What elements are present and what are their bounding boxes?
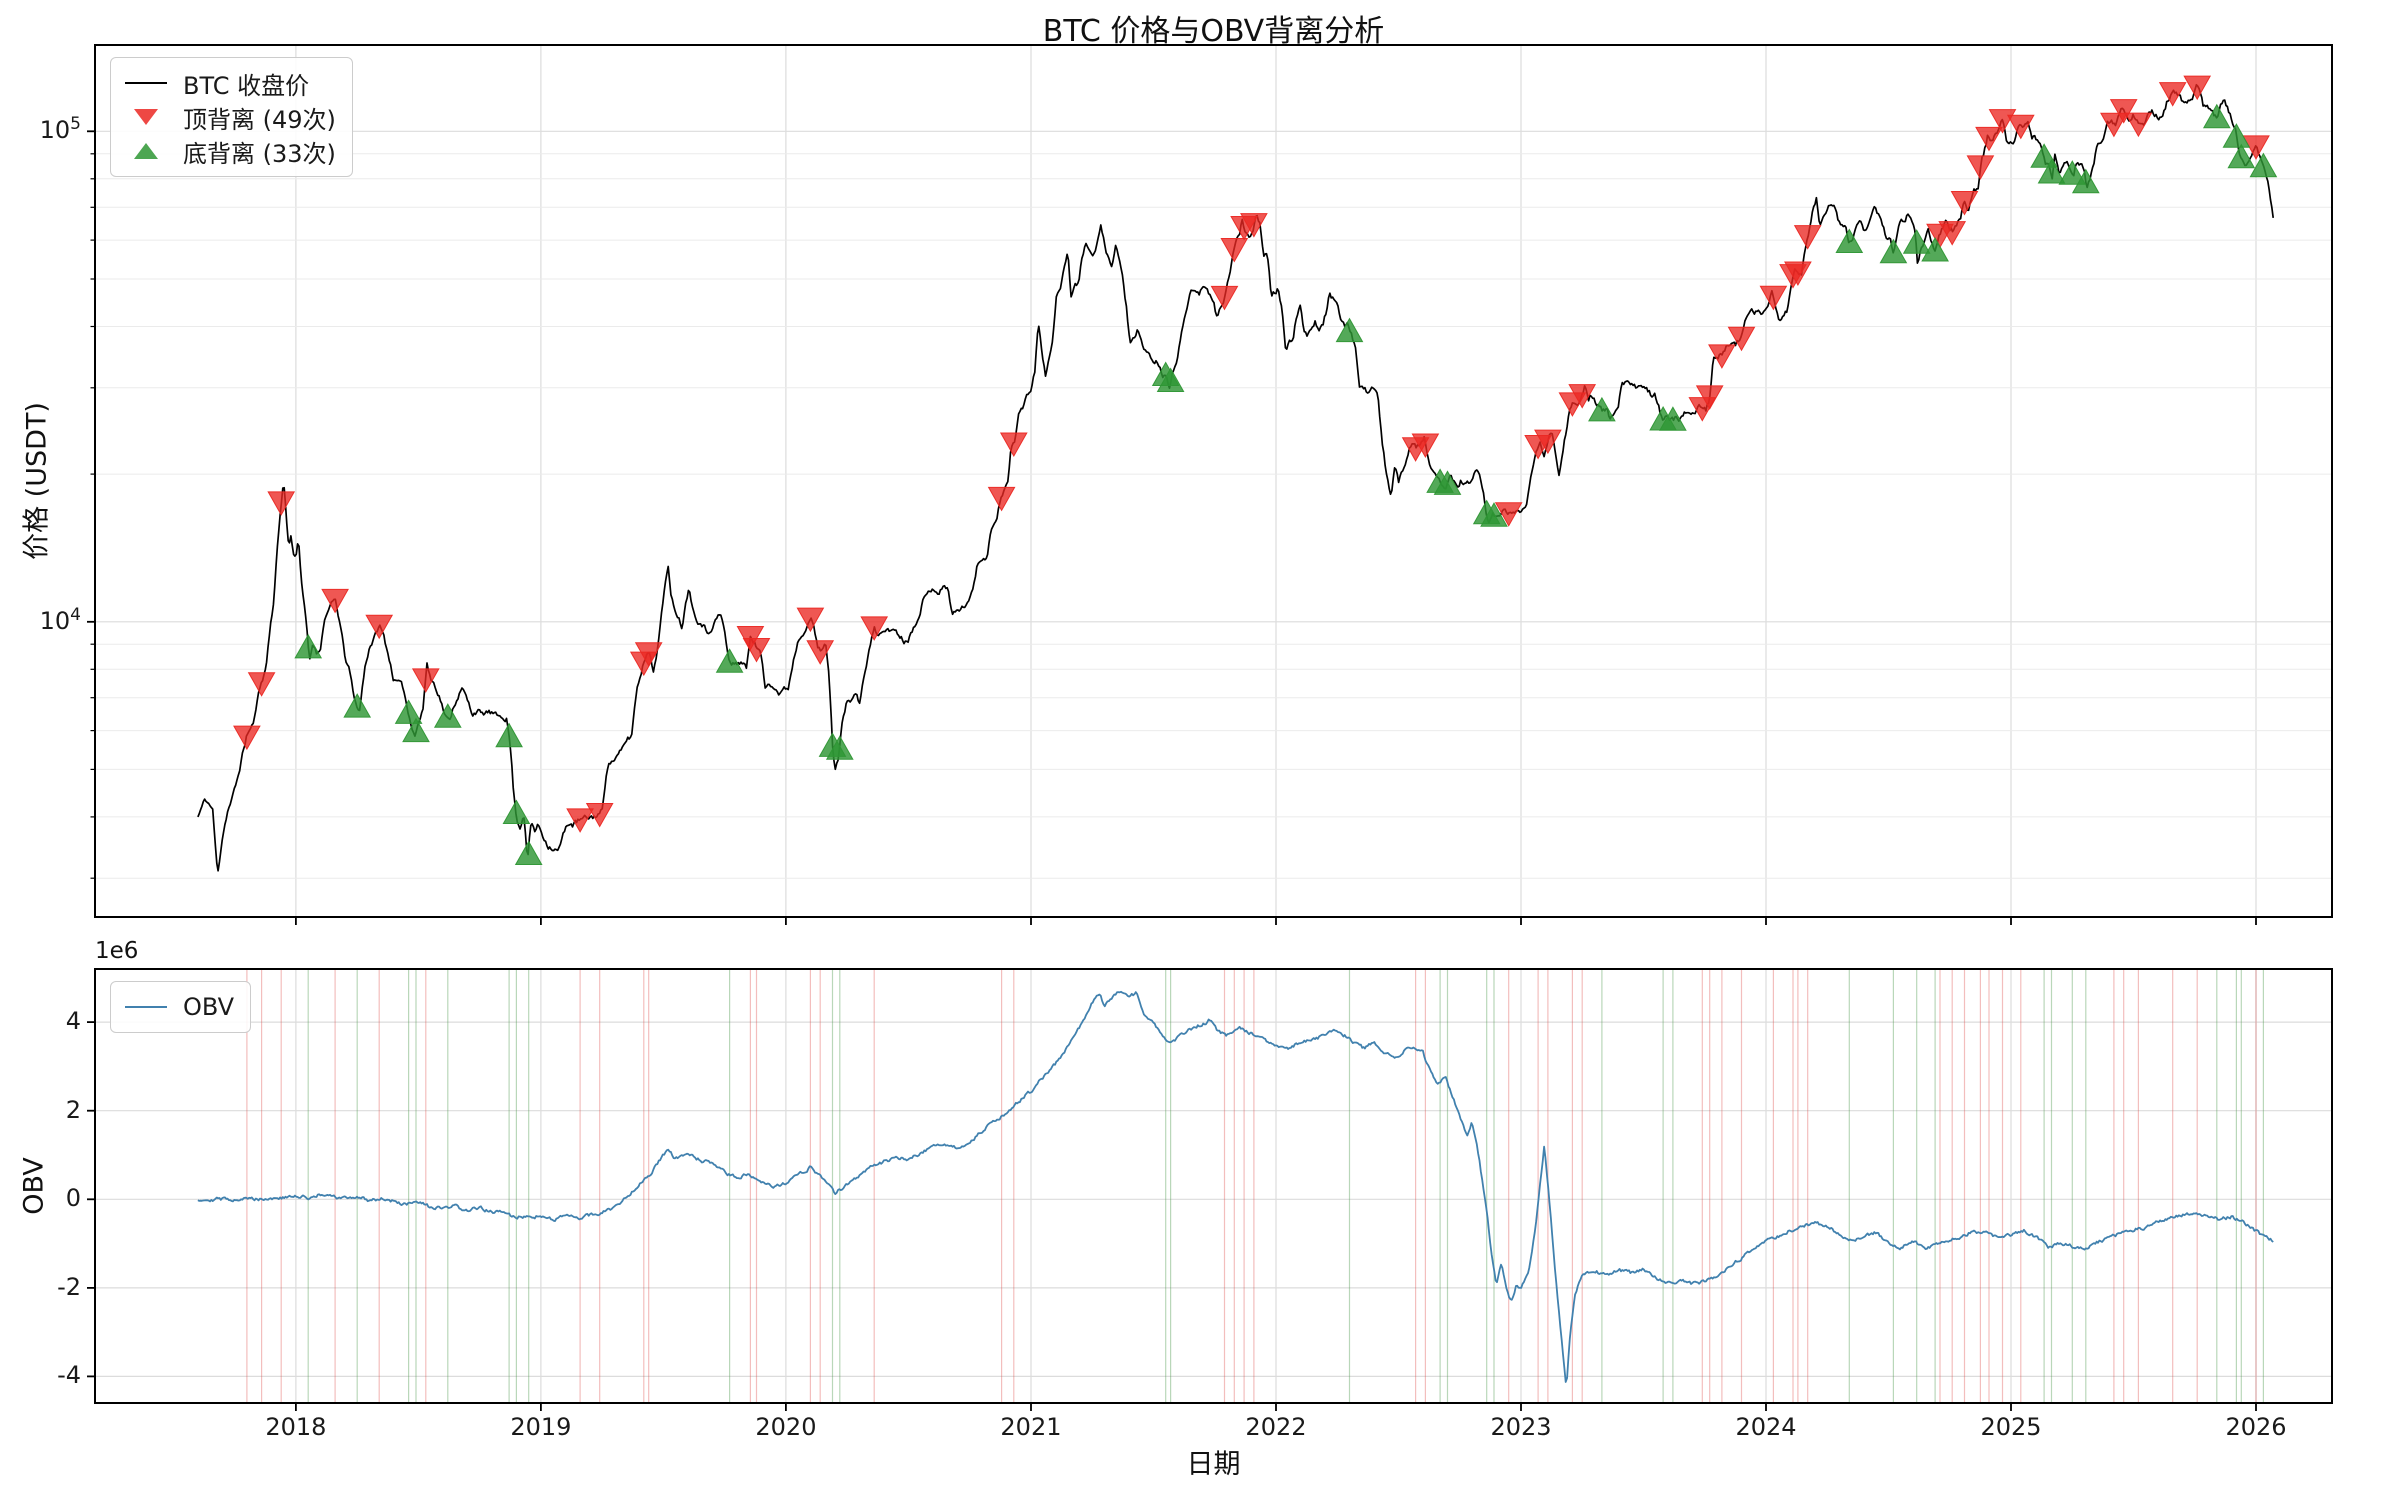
x-axis-label: 日期 — [1186, 1449, 1241, 1480]
legend-top-divergence-label: 顶背离 (49次) — [183, 105, 336, 134]
price-axis-label: 价格 (USDT) — [21, 402, 53, 560]
obv-tick-label: 0 — [65, 1184, 81, 1213]
chart-title: BTC 价格与OBV背离分析 — [1042, 14, 1385, 49]
x-tick-label: 2019 — [510, 1413, 572, 1441]
x-tick-label: 2026 — [2225, 1413, 2287, 1441]
x-tick-label: 2021 — [1000, 1413, 1062, 1441]
legend-row-obv: OBV — [123, 990, 234, 1024]
legend-close-label: BTC 收盘价 — [183, 71, 310, 100]
obv-tick-label: 4 — [65, 1007, 81, 1036]
obv-tick-label: -4 — [57, 1361, 81, 1390]
obv-line-icon — [123, 1006, 169, 1008]
grid-lines — [95, 45, 2332, 1403]
price-tick-label: 104 — [39, 604, 81, 635]
legend-row-bottom-divergence: 底背离 (33次) — [123, 134, 336, 168]
legend-obv-label: OBV — [183, 993, 235, 1021]
divergence-vlines — [246, 969, 2264, 1403]
btc-line-icon — [123, 82, 169, 84]
x-tick-label: 2020 — [755, 1413, 817, 1441]
bottom-divergence-markers — [294, 103, 2278, 865]
price-tick-label: 105 — [39, 114, 81, 145]
legend-bottom-divergence-label: 底背离 (33次) — [183, 139, 336, 168]
triangle-up-icon — [123, 143, 169, 159]
top-divergence-markers — [233, 75, 2270, 833]
x-tick-label: 2022 — [1245, 1413, 1307, 1441]
obv-legend: OBV — [110, 981, 252, 1033]
x-tick-label: 2025 — [1980, 1413, 2042, 1441]
triangle-down-icon — [123, 109, 169, 125]
legend-row-close: BTC 收盘价 — [123, 66, 336, 100]
legend-row-top-divergence: 顶背离 (49次) — [123, 100, 336, 134]
x-tick-label: 2024 — [1735, 1413, 1797, 1441]
obv-tick-label: 2 — [65, 1095, 81, 1124]
axes-frame — [87, 44, 2333, 1411]
obv-offset-text: 1e6 — [95, 938, 139, 964]
x-tick-label: 2023 — [1490, 1413, 1552, 1441]
obv-series-line — [197, 990, 2274, 1383]
price-legend: BTC 收盘价 顶背离 (49次) 底背离 (33次) — [110, 57, 353, 177]
obv-tick-label: -2 — [57, 1272, 81, 1301]
x-tick-label: 2018 — [265, 1413, 327, 1441]
